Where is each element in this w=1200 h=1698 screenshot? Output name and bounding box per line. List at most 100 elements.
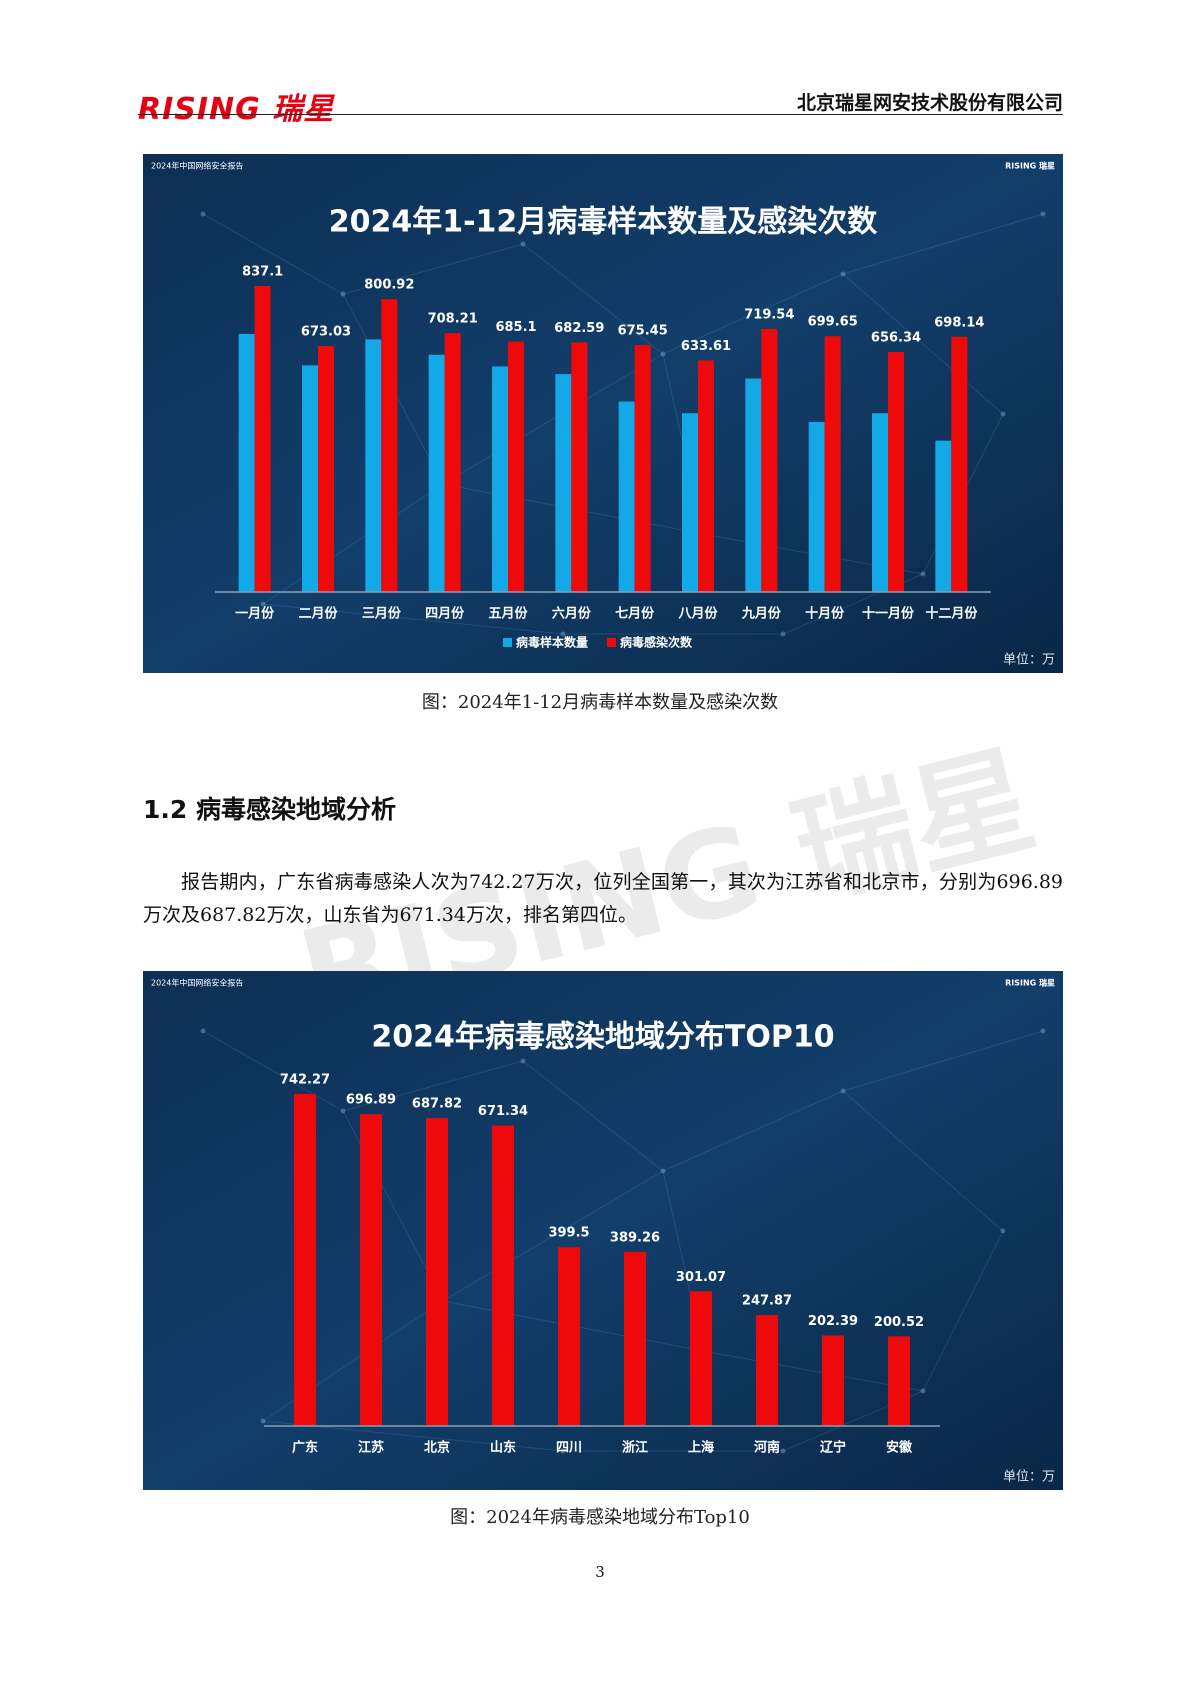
network-line bbox=[202, 213, 344, 295]
legend-swatch bbox=[607, 638, 617, 647]
bar bbox=[808, 422, 825, 592]
x-tick-label: 广东 bbox=[292, 1440, 318, 1456]
bar bbox=[761, 328, 778, 592]
network-line bbox=[262, 483, 444, 605]
x-tick-label: 浙江 bbox=[622, 1440, 648, 1456]
bar bbox=[888, 1336, 910, 1426]
x-tick-label: 六月份 bbox=[552, 606, 592, 622]
value-label: 698.14 bbox=[934, 315, 984, 330]
value-label: 742.27 bbox=[280, 1072, 330, 1087]
network-line bbox=[842, 1030, 1044, 1092]
bar bbox=[618, 401, 635, 592]
network-node bbox=[520, 1058, 526, 1064]
network-line bbox=[842, 213, 1044, 275]
unit-note: 单位：万 bbox=[1003, 1470, 1055, 1485]
network-node bbox=[560, 1448, 566, 1454]
x-tick-label: 北京 bbox=[424, 1440, 450, 1456]
chart-source: 2024年中国网络安全报告 bbox=[151, 161, 243, 171]
network-line bbox=[702, 1350, 924, 1392]
header-rule bbox=[138, 114, 1063, 115]
value-label: 656.34 bbox=[871, 331, 921, 346]
network-node bbox=[560, 631, 566, 637]
bar bbox=[872, 413, 888, 592]
network-node bbox=[1000, 1228, 1006, 1234]
bar bbox=[492, 1125, 514, 1426]
x-tick-label: 山东 bbox=[490, 1440, 516, 1456]
bar bbox=[624, 1251, 646, 1426]
bar bbox=[444, 333, 461, 592]
x-tick-label: 江苏 bbox=[358, 1440, 384, 1456]
bar bbox=[254, 285, 271, 592]
value-label: 682.59 bbox=[554, 321, 604, 336]
bar bbox=[555, 374, 572, 592]
chart: 2024年1-12月病毒样本数量及感染次数 2024年中国网络安全报告 RISING… bbox=[143, 154, 1063, 673]
bar bbox=[935, 440, 952, 592]
x-tick-label: 辽宁 bbox=[820, 1440, 846, 1456]
legend-label: 病毒样本数量 bbox=[516, 635, 588, 650]
bar bbox=[690, 1291, 712, 1426]
x-tick-label: 七月份 bbox=[615, 606, 655, 622]
network-node bbox=[660, 1168, 666, 1174]
bar bbox=[822, 1335, 844, 1426]
network-line bbox=[342, 243, 524, 295]
chart-brand: RISING 瑞星 bbox=[1005, 978, 1055, 988]
value-label: 800.92 bbox=[364, 278, 414, 293]
network-node bbox=[920, 1388, 926, 1394]
bar bbox=[426, 1118, 448, 1426]
bar bbox=[698, 360, 714, 592]
x-tick-label: 河南 bbox=[754, 1440, 780, 1456]
network-line bbox=[842, 1090, 1004, 1232]
section-heading: 1.2 病毒感染地域分析 bbox=[143, 795, 396, 824]
bar bbox=[682, 413, 698, 592]
network-node bbox=[780, 1448, 786, 1454]
bar bbox=[238, 333, 255, 592]
network-node bbox=[840, 271, 846, 277]
bar bbox=[318, 345, 334, 592]
chart-title: 2024年1-12月病毒样本数量及感染次数 bbox=[329, 205, 879, 240]
bar bbox=[571, 342, 588, 592]
bar bbox=[888, 352, 904, 592]
network-node bbox=[840, 1088, 846, 1094]
x-tick-label: 十一月份 bbox=[862, 606, 915, 622]
unit-note: 单位：万 bbox=[1003, 653, 1055, 668]
chart: 2024年病毒感染地域分布TOP10 2024年中国网络安全报告 RISING 瑞星… bbox=[143, 971, 1063, 1490]
value-label: 687.82 bbox=[412, 1097, 462, 1112]
network-line bbox=[262, 603, 564, 635]
value-label: 673.03 bbox=[301, 324, 351, 339]
bar bbox=[756, 1315, 778, 1426]
page-number: 3 bbox=[595, 1563, 605, 1581]
caption: 图：2024年病毒感染地域分布Top10 bbox=[450, 1507, 750, 1528]
bar bbox=[508, 341, 524, 592]
value-label: 301.07 bbox=[676, 1270, 726, 1285]
bar bbox=[824, 336, 841, 592]
value-label: 633.61 bbox=[681, 339, 731, 354]
network-node bbox=[340, 1108, 346, 1114]
network-node bbox=[200, 1028, 206, 1034]
network-line bbox=[202, 1030, 344, 1112]
network-node bbox=[1040, 1028, 1046, 1034]
value-label: 389.26 bbox=[610, 1230, 660, 1245]
bar bbox=[302, 365, 318, 592]
value-label: 200.52 bbox=[874, 1315, 924, 1330]
value-label: 247.87 bbox=[742, 1294, 792, 1309]
legend-label: 病毒感染次数 bbox=[620, 635, 693, 650]
bar bbox=[951, 336, 968, 592]
bar bbox=[634, 345, 651, 592]
chart-background bbox=[143, 154, 1063, 673]
paragraph: 报告期内，广东省病毒感染人次为742.27万次，位列全国第一，其次为江苏省和北京… bbox=[143, 871, 1063, 926]
network-line bbox=[442, 1170, 664, 1302]
network-line bbox=[442, 353, 664, 485]
network-node bbox=[780, 631, 786, 637]
network-node bbox=[260, 1418, 266, 1424]
logo: RISING 瑞星 bbox=[138, 92, 335, 127]
x-tick-label: 四川 bbox=[556, 1441, 582, 1456]
bar bbox=[745, 378, 762, 592]
network-line bbox=[922, 1230, 1004, 1392]
bar bbox=[381, 299, 398, 592]
x-tick-label: 九月份 bbox=[741, 606, 782, 622]
x-tick-label: 十二月份 bbox=[925, 606, 978, 622]
value-label: 708.21 bbox=[428, 312, 478, 327]
network-node bbox=[340, 291, 346, 297]
network-node bbox=[260, 601, 266, 607]
